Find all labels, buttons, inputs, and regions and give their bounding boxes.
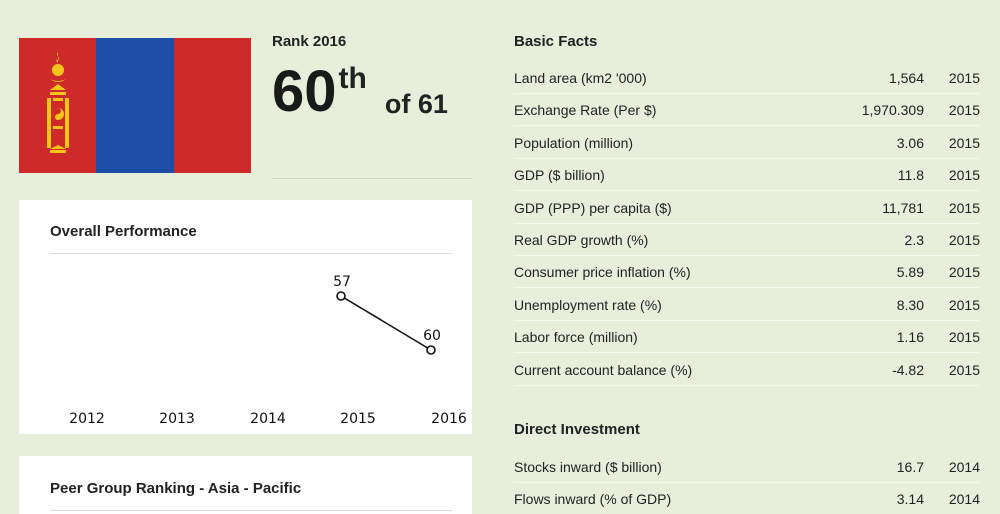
fact-row: Exchange Rate (Per $) 1,970.309 2015 xyxy=(514,94,980,127)
fact-value: 11,781 xyxy=(882,199,924,216)
x-tick-label: 2015 xyxy=(340,411,376,427)
fact-year: 2015 xyxy=(948,232,980,248)
data-label: 57 xyxy=(333,274,351,290)
fact-row: Flows inward (% of GDP) 3.14 2014 xyxy=(514,483,980,514)
x-tick-label: 2016 xyxy=(431,411,467,427)
fact-value: 5.89 xyxy=(896,264,924,281)
direct-investment-title: Direct Investment xyxy=(514,421,640,438)
fact-label: GDP (PPP) per capita ($) xyxy=(514,199,672,216)
rank-year-label: Rank 2016 xyxy=(272,33,347,50)
fact-value: 3.06 xyxy=(896,134,924,151)
fact-value: 1,564 xyxy=(888,70,924,86)
fact-label: Current account balance (%) xyxy=(514,361,693,378)
x-tick-label: 2014 xyxy=(250,411,286,427)
x-tick-label: 2012 xyxy=(69,411,105,427)
fact-year: 2015 xyxy=(948,296,980,313)
rank-divider xyxy=(272,178,472,179)
peer-group-title: Peer Group Ranking - Asia - Pacific xyxy=(50,480,302,497)
fact-row: Population (million) 3.06 2015 xyxy=(514,127,980,159)
rank-display: 60 th of 61 xyxy=(272,60,448,124)
data-label: 60 xyxy=(423,328,441,344)
rank-total: of 61 xyxy=(384,89,448,119)
fact-year: 2014 xyxy=(948,459,980,475)
fact-row: Labor force (million) 1.16 2015 xyxy=(514,321,980,354)
fact-label: Exchange Rate (Per $) xyxy=(514,102,657,119)
rank-suffix: th xyxy=(338,62,367,95)
fact-value: 3.14 xyxy=(896,491,924,508)
fact-value: 16.7 xyxy=(896,459,924,475)
fact-year: 2015 xyxy=(948,102,980,119)
card-divider xyxy=(50,510,452,511)
fact-value: 11.8 xyxy=(897,167,924,184)
fact-row: GDP ($ billion) 11.8 2015 xyxy=(514,159,980,192)
fact-row: Unemployment rate (%) 8.30 2015 xyxy=(514,289,980,321)
fact-year: 2015 xyxy=(948,264,980,281)
fact-value: 8.30 xyxy=(896,296,924,313)
peer-group-card: Peer Group Ranking - Asia - Pacific xyxy=(19,456,472,514)
fact-year: 2015 xyxy=(948,199,980,216)
x-tick-label: 2013 xyxy=(159,411,195,427)
series-line xyxy=(340,295,432,351)
fact-row: Real GDP growth (%) 2.3 2015 xyxy=(514,224,980,256)
fact-year: 2014 xyxy=(948,491,980,508)
fact-row: Current account balance (%) -4.82 2015 xyxy=(514,354,980,386)
rank-number: 60 xyxy=(272,59,337,124)
fact-row: Land area (km2 '000) 1,564 2015 xyxy=(514,62,980,94)
performance-line-chart: 57 60 2012 2013 2014 2015 2016 xyxy=(69,274,467,427)
fact-label: Flows inward (% of GDP) xyxy=(514,491,672,508)
fact-year: 2015 xyxy=(948,361,980,378)
overall-performance-title: Overall Performance xyxy=(50,223,197,240)
basic-facts-title: Basic Facts xyxy=(514,33,598,50)
data-point xyxy=(426,345,436,355)
fact-value: 1.16 xyxy=(896,329,924,346)
fact-row: Stocks inward ($ billion) 16.7 2014 xyxy=(514,451,980,483)
fact-label: Real GDP growth (%) xyxy=(514,232,649,248)
fact-label: Stocks inward ($ billion) xyxy=(514,459,662,475)
fact-year: 2015 xyxy=(948,70,980,86)
card-divider xyxy=(50,253,452,254)
country-flag xyxy=(19,38,251,173)
fact-year: 2015 xyxy=(948,167,980,184)
soyombo-emblem-icon xyxy=(47,52,69,153)
fact-row: GDP (PPP) per capita ($) 11,781 2015 xyxy=(514,192,980,224)
fact-row: Consumer price inflation (%) 5.89 2015 xyxy=(514,256,980,289)
fact-label: Unemployment rate (%) xyxy=(514,296,662,313)
fact-label: GDP ($ billion) xyxy=(514,167,605,184)
fact-value: 2.3 xyxy=(904,232,924,248)
fact-label: Labor force (million) xyxy=(514,329,638,346)
fact-label: Consumer price inflation (%) xyxy=(514,264,691,281)
fact-label: Population (million) xyxy=(514,134,634,151)
fact-year: 2015 xyxy=(948,329,980,346)
fact-label: Land area (km2 '000) xyxy=(514,70,647,86)
data-point xyxy=(336,291,346,301)
fact-value: -4.82 xyxy=(892,361,924,378)
fact-value: 1,970.309 xyxy=(861,102,924,119)
fact-year: 2015 xyxy=(948,134,980,151)
overall-performance-card: Overall Performance 57 60 2012 2013 2014 2015… xyxy=(19,200,472,434)
